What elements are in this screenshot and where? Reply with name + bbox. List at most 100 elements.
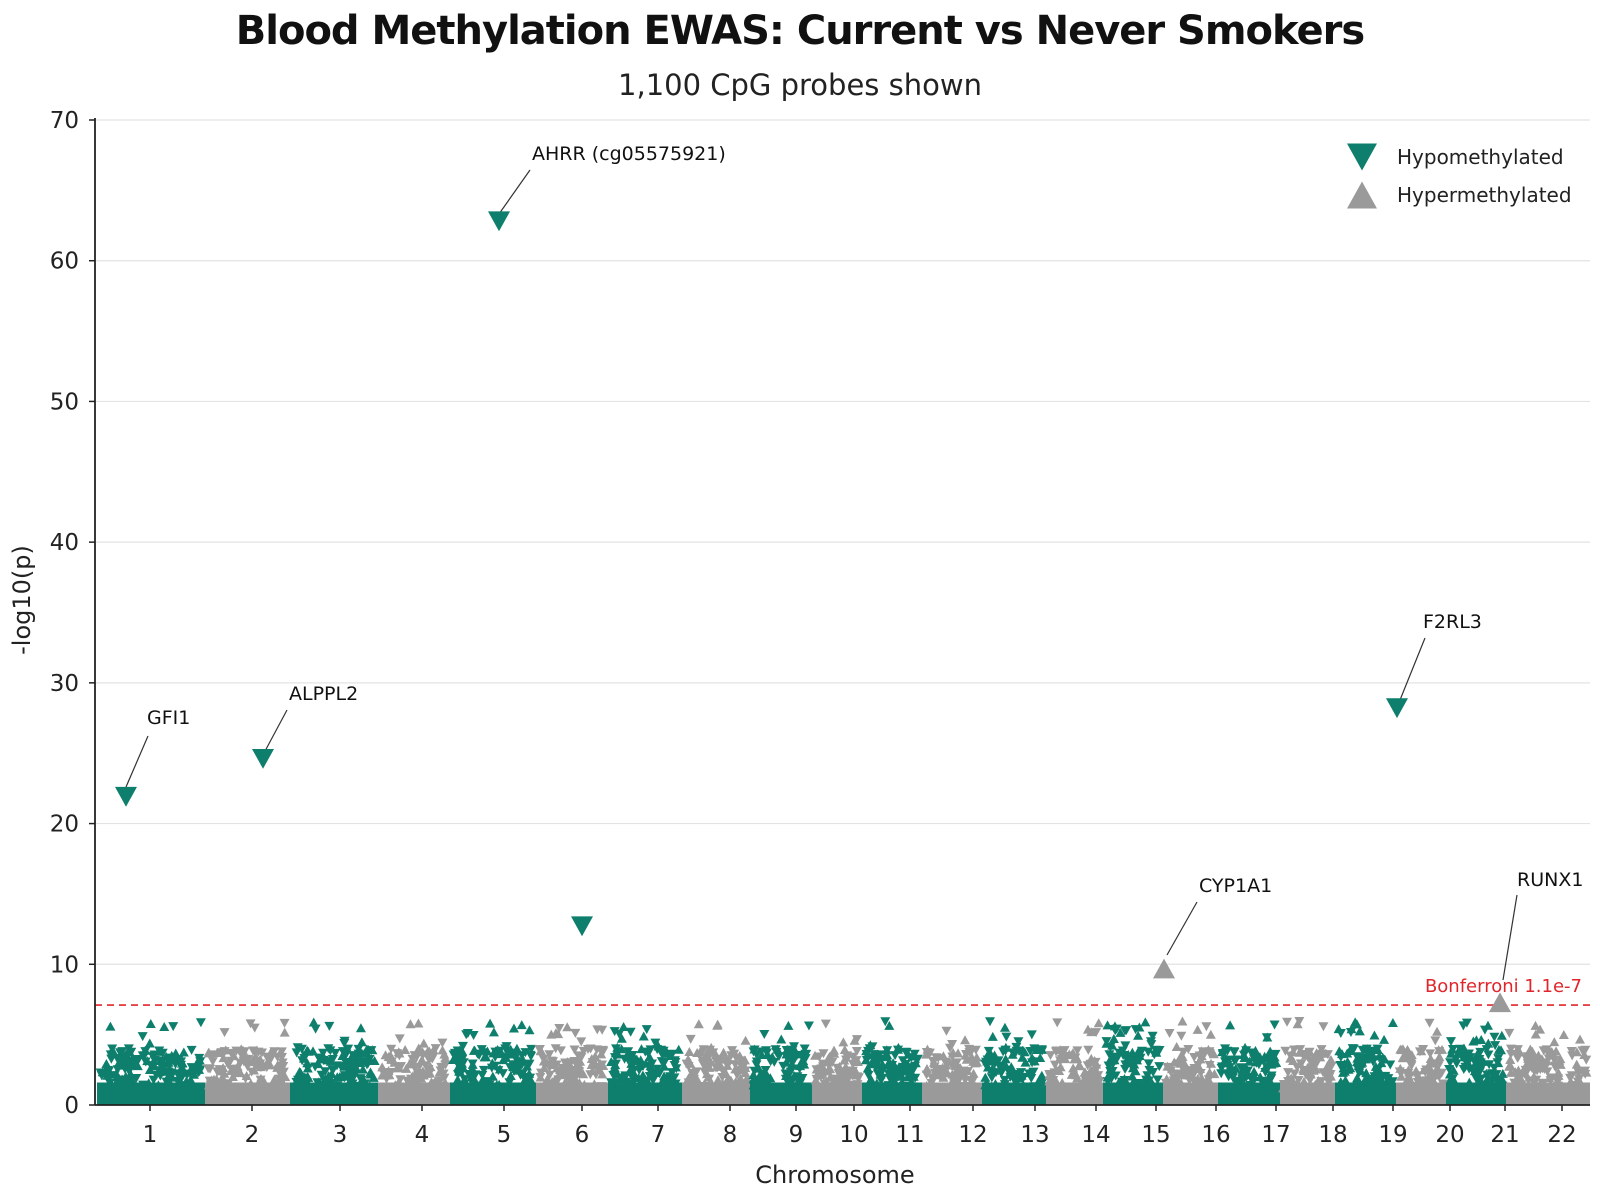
probe-point bbox=[875, 1069, 886, 1079]
probe-point bbox=[931, 1053, 942, 1063]
probe-point bbox=[1049, 1073, 1060, 1083]
probe-point bbox=[477, 1074, 488, 1084]
probe-point bbox=[721, 1069, 732, 1079]
probe-point bbox=[405, 1019, 416, 1029]
probe-point bbox=[1372, 1044, 1383, 1054]
probe-point bbox=[953, 1070, 964, 1080]
probe-point bbox=[535, 1072, 546, 1082]
probe-point bbox=[1322, 1061, 1333, 1071]
probe-point bbox=[865, 1040, 876, 1050]
probe-point bbox=[906, 1076, 917, 1086]
probe-point bbox=[1179, 1058, 1190, 1068]
probe-point bbox=[653, 1041, 664, 1051]
probe-point bbox=[1082, 1024, 1093, 1034]
probe-point bbox=[225, 1066, 236, 1076]
probe-point bbox=[708, 1048, 719, 1058]
probe-point bbox=[313, 1053, 324, 1063]
probe-point bbox=[1542, 1048, 1553, 1058]
probe-point bbox=[1575, 1034, 1586, 1044]
probe-point bbox=[741, 1073, 752, 1083]
probe-point bbox=[308, 1017, 319, 1027]
probe-point bbox=[947, 1039, 958, 1049]
probe-point bbox=[1057, 1048, 1068, 1058]
probe-point bbox=[1434, 1052, 1445, 1062]
probe-point bbox=[606, 1057, 617, 1067]
probe-point bbox=[834, 1061, 845, 1071]
probe-point bbox=[457, 1041, 468, 1051]
probe-point bbox=[888, 1071, 899, 1081]
probe-point bbox=[1365, 1046, 1376, 1056]
probe-point bbox=[885, 1062, 896, 1072]
probe-point bbox=[1301, 1070, 1312, 1080]
probe-point bbox=[327, 1082, 338, 1092]
probe-point bbox=[820, 1019, 831, 1029]
probe-point bbox=[1191, 1080, 1202, 1090]
probe-point bbox=[310, 1024, 321, 1034]
probe-point bbox=[102, 1070, 113, 1080]
probe-point bbox=[185, 1069, 196, 1079]
probe-point bbox=[740, 1035, 751, 1045]
probe-point bbox=[776, 1034, 787, 1044]
probe-point bbox=[894, 1062, 905, 1072]
probe-point bbox=[1171, 1041, 1182, 1051]
probe-point bbox=[203, 1047, 214, 1057]
probe-point bbox=[1368, 1057, 1379, 1067]
x-tick-label: 21 bbox=[1490, 1122, 1519, 1148]
probe-point bbox=[137, 1032, 148, 1042]
probe-point bbox=[1513, 1065, 1524, 1075]
probe-point bbox=[1322, 1050, 1333, 1060]
probe-point bbox=[896, 1079, 907, 1089]
probe-point bbox=[616, 1033, 627, 1043]
probe-point bbox=[1469, 1066, 1480, 1076]
probe-point bbox=[598, 1047, 609, 1057]
probe-point bbox=[966, 1077, 977, 1087]
highlighted-probe bbox=[252, 748, 274, 769]
probe-point bbox=[1018, 1079, 1029, 1089]
probe-point bbox=[526, 1044, 537, 1054]
probe-point bbox=[1118, 1079, 1129, 1089]
probe-point bbox=[170, 1048, 181, 1058]
probe-point bbox=[765, 1057, 776, 1067]
probe-point bbox=[1115, 1027, 1126, 1037]
probe-point bbox=[1482, 1020, 1493, 1030]
probe-point bbox=[193, 1055, 204, 1065]
probe-point bbox=[1316, 1082, 1327, 1092]
probe-point bbox=[140, 1045, 151, 1055]
probe-point bbox=[1066, 1050, 1077, 1060]
probe-point bbox=[353, 1044, 364, 1054]
threshold: Bonferroni 1.1e-7 bbox=[95, 976, 1590, 1006]
probe-point bbox=[960, 1082, 971, 1092]
probe-point bbox=[822, 1066, 833, 1076]
probe-point bbox=[986, 1073, 997, 1083]
probe-point bbox=[461, 1030, 472, 1040]
probe-point bbox=[1373, 1082, 1384, 1092]
probe-point bbox=[1476, 1035, 1487, 1045]
probe-point bbox=[364, 1055, 375, 1065]
probe-point bbox=[624, 1066, 635, 1076]
probe-point bbox=[1338, 1067, 1349, 1077]
probe-point bbox=[468, 1030, 479, 1040]
probe-point bbox=[363, 1044, 374, 1054]
probe-point bbox=[880, 1017, 891, 1027]
probe-point bbox=[999, 1022, 1010, 1032]
probe-point bbox=[163, 1067, 174, 1077]
probe-point bbox=[694, 1081, 705, 1091]
probe-point bbox=[905, 1068, 916, 1078]
probe-point bbox=[407, 1054, 418, 1064]
probe-point bbox=[468, 1080, 479, 1090]
probe-point bbox=[1304, 1047, 1315, 1057]
probe-point bbox=[1154, 1046, 1165, 1056]
probe-point bbox=[1430, 1081, 1441, 1091]
probe-point bbox=[748, 1070, 759, 1080]
probe-point bbox=[1109, 1024, 1120, 1034]
probe-point bbox=[1427, 1058, 1438, 1068]
probe-point bbox=[330, 1048, 341, 1058]
probe-point bbox=[1380, 1071, 1391, 1081]
probe-point bbox=[703, 1053, 714, 1063]
probe-point bbox=[249, 1023, 260, 1033]
probe-point bbox=[819, 1079, 830, 1089]
probe-point bbox=[276, 1061, 287, 1071]
probe-point bbox=[185, 1075, 196, 1085]
probe-point bbox=[1571, 1059, 1582, 1069]
probe-point bbox=[1177, 1016, 1188, 1026]
